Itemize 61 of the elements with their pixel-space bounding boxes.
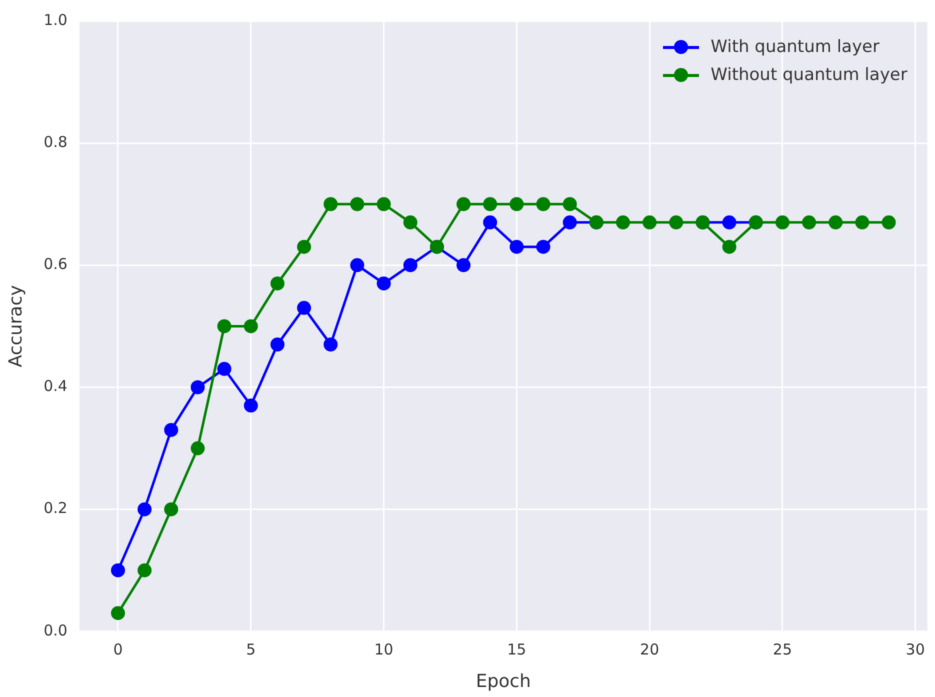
y-tick-label: 0.8 <box>44 132 68 151</box>
x-axis-title: Epoch <box>476 670 531 692</box>
point <box>244 319 258 334</box>
point <box>376 276 391 290</box>
point <box>350 258 364 272</box>
point <box>775 215 790 230</box>
x-tick-label: 10 <box>374 640 394 658</box>
x-tick-label: 5 <box>246 640 256 658</box>
point <box>483 197 498 212</box>
point <box>217 362 232 376</box>
point <box>138 502 152 516</box>
point <box>456 197 471 212</box>
point <box>403 258 418 272</box>
point <box>297 300 312 315</box>
point <box>483 215 498 230</box>
point <box>642 215 657 230</box>
y-tick-label: 0.4 <box>44 377 68 396</box>
point <box>510 240 524 254</box>
point <box>802 215 816 230</box>
point <box>828 215 843 230</box>
point <box>297 240 312 254</box>
point <box>562 197 577 212</box>
point <box>217 319 232 334</box>
point <box>164 422 178 437</box>
point <box>882 215 896 230</box>
x-tick-label: 20 <box>640 640 660 658</box>
point <box>324 338 338 352</box>
point <box>324 197 338 212</box>
legend-label: With quantum layer <box>710 37 880 57</box>
point <box>722 240 736 254</box>
y-axis-title: Accuracy <box>5 284 26 368</box>
point <box>190 441 205 456</box>
y-tick-label: 0.6 <box>44 255 68 274</box>
point <box>536 197 550 212</box>
point <box>855 215 870 230</box>
point <box>722 215 736 230</box>
point <box>270 338 284 352</box>
point <box>244 398 258 413</box>
x-tick-label: 15 <box>507 640 526 658</box>
point <box>138 563 152 578</box>
x-tick-label: 25 <box>772 640 792 658</box>
point <box>110 563 125 578</box>
point <box>270 276 284 290</box>
y-tick-label: 1.0 <box>44 10 68 29</box>
point <box>350 197 364 212</box>
y-tick-label: 0.0 <box>44 621 68 640</box>
y-tick-label: 0.2 <box>44 499 68 518</box>
point <box>164 502 178 516</box>
point <box>190 380 205 394</box>
x-tick-label: 30 <box>906 640 925 658</box>
point <box>110 606 125 620</box>
point <box>536 240 550 254</box>
point <box>616 215 630 230</box>
point <box>562 215 577 230</box>
point <box>456 258 471 272</box>
x-tick-label: 0 <box>113 640 123 658</box>
point <box>376 197 391 212</box>
legend-label: Without quantum layer <box>710 65 908 85</box>
point <box>669 215 684 230</box>
point <box>510 197 524 212</box>
point <box>403 215 418 230</box>
